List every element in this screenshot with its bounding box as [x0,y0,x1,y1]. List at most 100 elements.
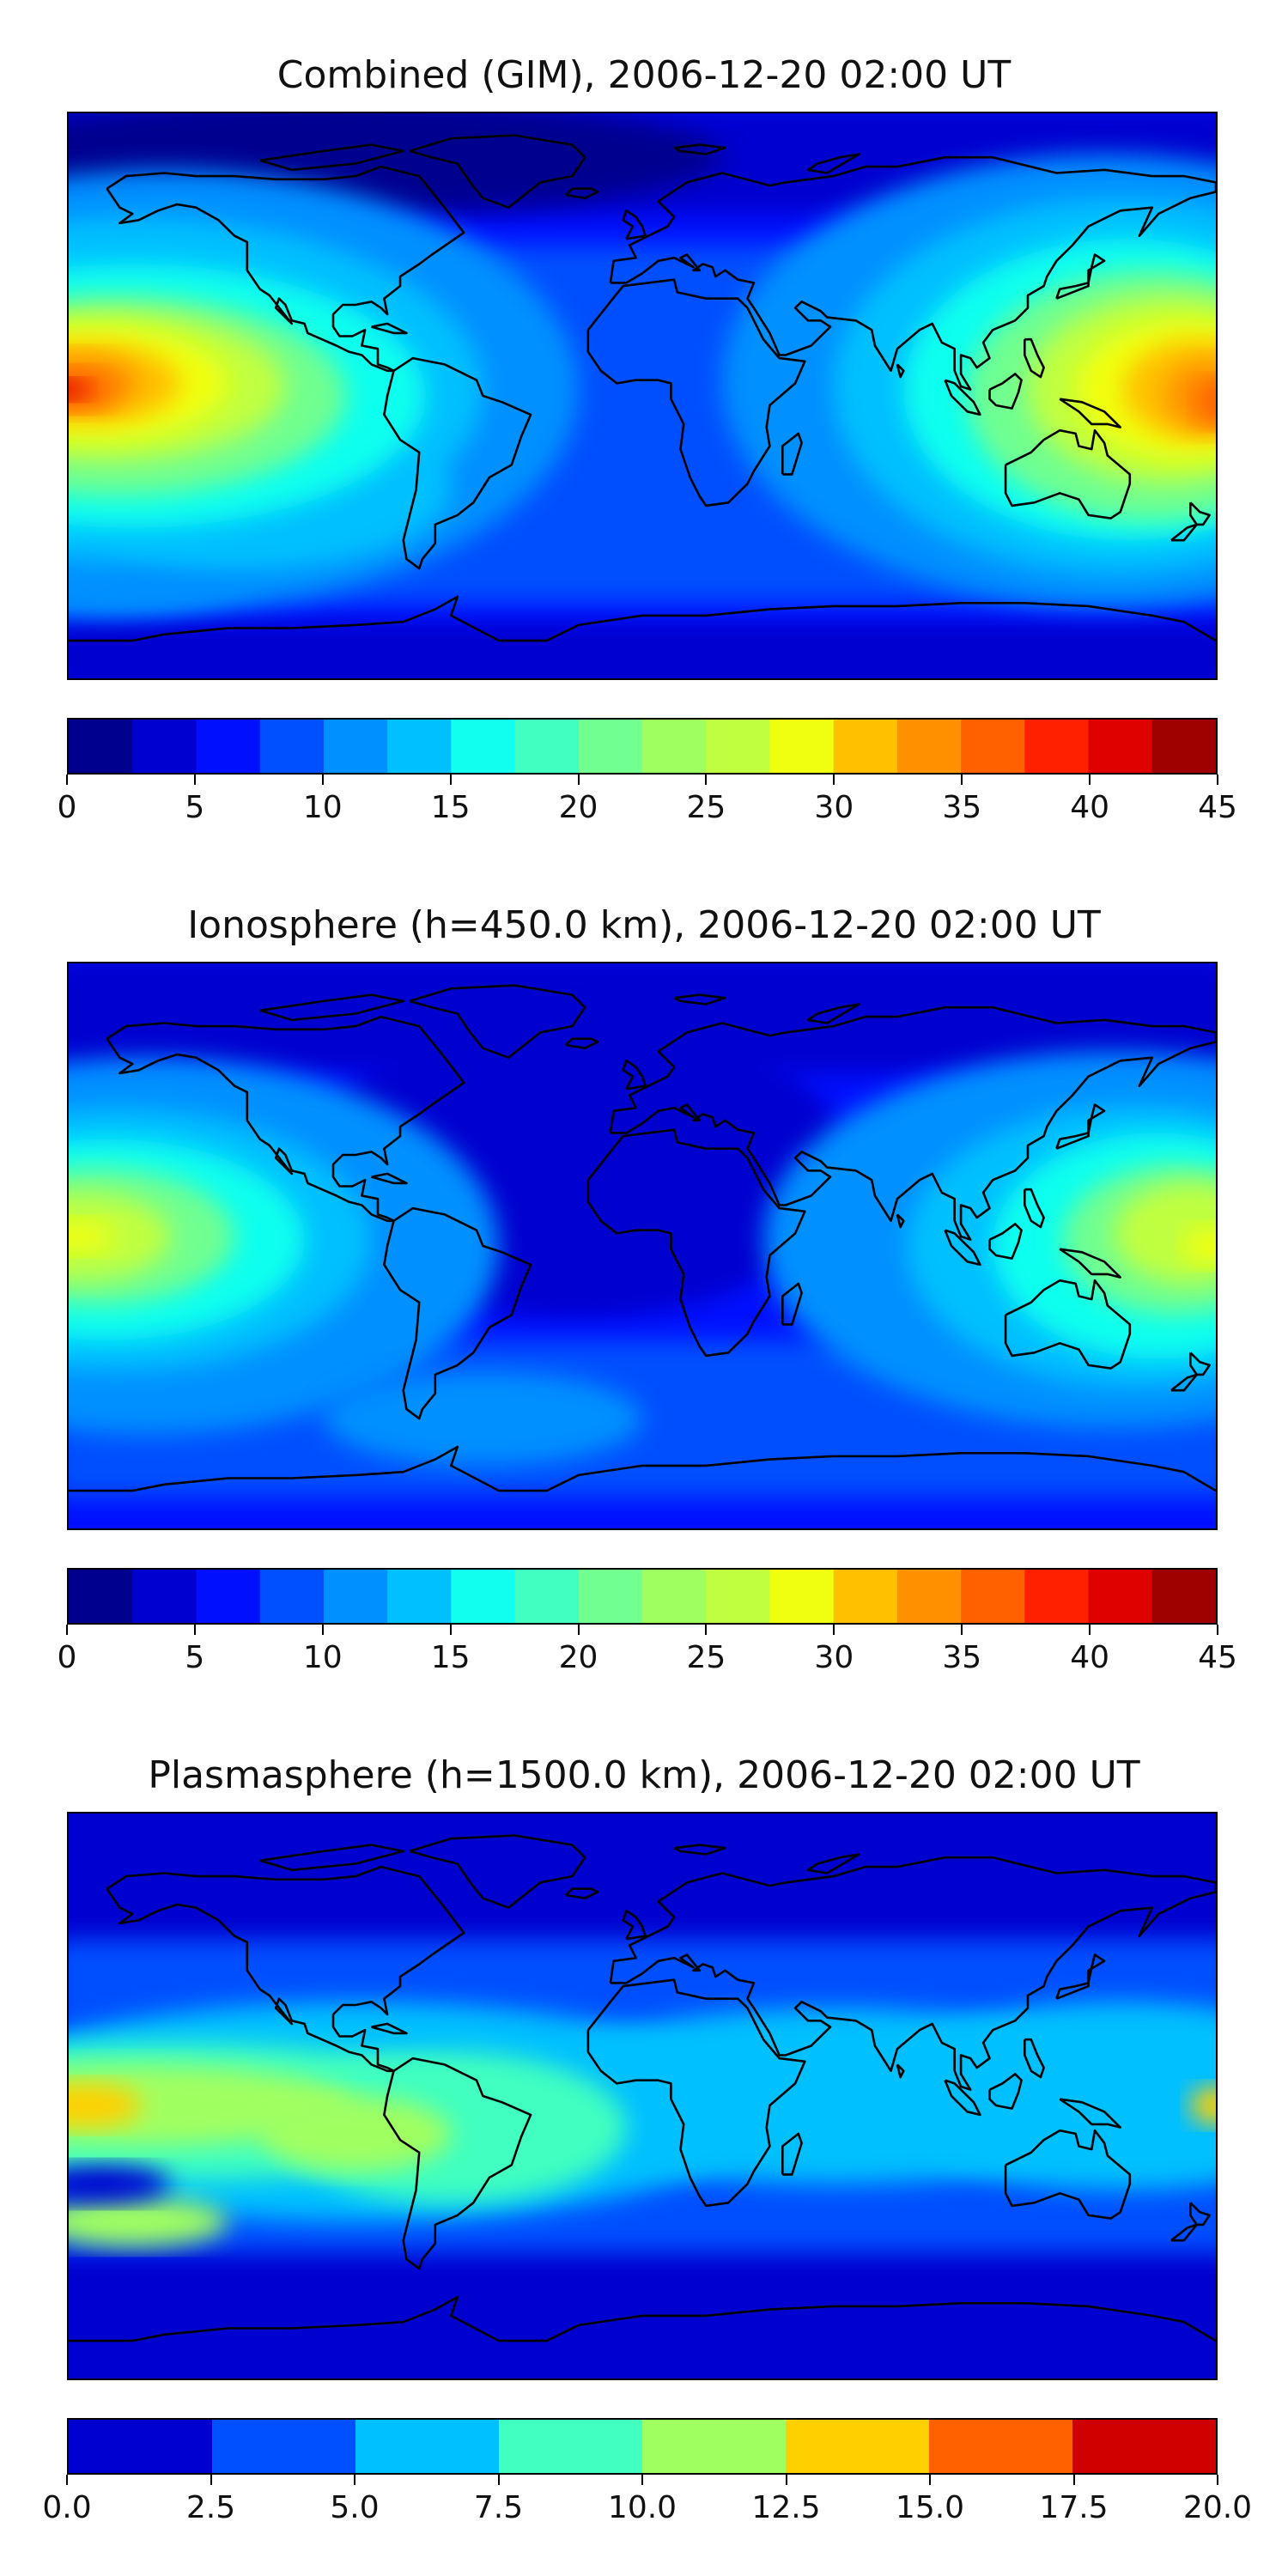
colorbar-tick-label: 15 [430,1640,471,1675]
coastline [383,356,532,570]
coastline [564,1037,599,1049]
coastline [106,165,465,373]
contour-band [1114,1182,1216,1284]
contour-band [69,2196,228,2247]
coastline [609,1856,1216,2092]
colorbar-segment [514,720,580,773]
colorbar-segment [69,720,133,773]
colorbar-tick [785,2475,787,2485]
coastline [371,2022,408,2035]
colorbar-tick-label: 5 [185,1640,205,1675]
colorbar-tick-label: 0.0 [42,2490,92,2525]
coastline [944,379,981,416]
colorbar-segment [499,2420,643,2473]
chart-title: Combined (GIM), 2006-12-20 02:00 UT [276,53,1012,97]
colorbar-tick [705,1625,708,1635]
coastline [259,143,405,172]
colorbar-tick-label: 0 [57,1640,77,1675]
colorbar-tick [961,1625,963,1635]
contour-band [69,622,1216,678]
colorbar-segment [514,1570,580,1623]
coastline [1059,1248,1121,1279]
contour-band [69,370,113,409]
colorbar-tick [833,1625,835,1635]
colorbar-segment [451,720,516,773]
colorbar-tick [354,2475,355,2485]
coastline [1170,2223,1198,2242]
coastline [781,1282,803,1326]
coastline [896,363,905,379]
coastline [988,373,1023,410]
colorbar-segment [1024,720,1090,773]
colorbar-segment [833,720,898,773]
coastline [371,1172,408,1185]
colorbar-tick-label: 30 [814,790,854,825]
coastline [609,155,1216,392]
coastline [1189,501,1211,526]
tec-map-svg [69,1814,1216,2379]
colorbar-tick-label: 10 [302,1640,343,1675]
colorbar-tick-label: 20 [558,1640,598,1675]
colorbar-tick-label: 25 [686,790,726,825]
coastline [1024,1188,1045,1229]
colorbar-segment [929,2420,1073,2473]
coastline [609,1005,1216,1242]
colorbar-tick [193,775,196,785]
chart-title: Plasmasphere (h=1500.0 km), 2006-12-20 0… [148,1753,1140,1797]
colorbar-tick [66,1625,68,1635]
contour-band [1190,2087,1216,2124]
coastline [564,187,599,199]
coastlines [69,1834,1216,2342]
coastline [1055,1103,1106,1150]
colorbar-tick [1217,1625,1218,1635]
colorbar-segment [259,720,325,773]
coastline [988,2073,1023,2110]
coastline [988,1223,1023,1260]
coastline [1170,523,1198,542]
coastline [1004,428,1132,519]
colorbar-tick [929,2475,931,2485]
colorbar-segment [706,720,771,773]
coastline [1004,2129,1132,2220]
colorbar-segment [642,720,707,773]
coastline [1024,2038,1045,2079]
colorbar-segment [355,2420,500,2473]
colorbar-tick [641,2475,643,2485]
colorbar-tick [66,775,68,785]
colorbar-tick-label: 45 [1198,790,1237,825]
colorbar-tick [1089,1625,1091,1635]
map-plot [67,1812,1218,2380]
colorbar-tick [1217,775,1218,785]
colorbar-tick [210,2475,212,2485]
contour-band [1196,380,1216,424]
colorbar-segment [578,720,643,773]
colorbar-tick [961,775,963,785]
tec-map-svg [69,963,1216,1528]
colorbar-tick [321,1625,324,1635]
contour-band [69,2083,143,2128]
coastline [673,143,726,155]
colorbar-segment [196,720,261,773]
colorbar-tick-label: 5.0 [330,2490,380,2525]
colorbar [67,1568,1218,1625]
colorbar-tick-label: 10 [302,790,343,825]
colorbar-tick [833,775,835,785]
coastline [806,1853,860,1874]
coastline [383,1206,532,1420]
coastlines [69,134,1216,642]
colorbar-tick-label: 35 [942,1640,982,1675]
coastline [1055,253,1106,300]
coastline [1055,1953,1106,2000]
coastline [673,993,726,1005]
colorbar-tick-label: 7.5 [473,2490,524,2525]
colorbar-tick-label: 25 [686,1640,726,1675]
colorbar-tick-label: 0 [57,790,77,825]
colorbar-tick [193,1625,196,1635]
colorbar-tick-label: 30 [814,1640,854,1675]
colorbar-segment [1024,1570,1090,1623]
chart-panel-plasmasphere: Plasmasphere (h=1500.0 km), 2006-12-20 0… [0,1700,1288,2576]
colorbar-tick [1072,2475,1075,2485]
colorbar-segment [769,1570,835,1623]
colorbar-svg [69,720,1216,773]
colorbar [67,718,1218,775]
